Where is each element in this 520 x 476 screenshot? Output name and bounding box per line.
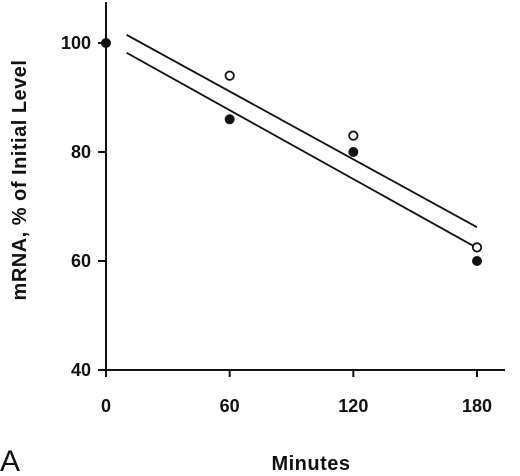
- y-tick-label: 80: [71, 142, 91, 162]
- x-tick-label: 0: [101, 396, 111, 416]
- x-axis-title: Minutes: [271, 453, 350, 475]
- y-tick-label: 60: [71, 251, 91, 271]
- ticks: 40 60 80 100 0 60 120 180: [61, 33, 492, 416]
- filled-circle-point: [101, 38, 111, 48]
- filled-circle-point: [472, 256, 482, 266]
- fit-line-filled: [126, 52, 478, 249]
- fit-lines: [126, 34, 478, 249]
- panel-label: A: [0, 445, 20, 476]
- open-circle-point: [348, 130, 359, 141]
- y-tick-label: 100: [61, 33, 91, 53]
- fit-line-open: [126, 34, 478, 228]
- filled-circle-point: [348, 147, 359, 157]
- filled-circle-point: [224, 114, 235, 125]
- axes: [105, 2, 505, 371]
- y-axis-title: mRNA, % of Initial Level: [9, 60, 31, 301]
- open-circle-point: [471, 242, 483, 253]
- y-tick-label: 40: [71, 360, 91, 380]
- open-circle-point: [224, 70, 235, 81]
- x-tick-label: 120: [338, 396, 368, 416]
- x-tick-label: 180: [462, 396, 492, 416]
- x-tick-label: 60: [220, 396, 240, 416]
- data-points: [101, 38, 483, 266]
